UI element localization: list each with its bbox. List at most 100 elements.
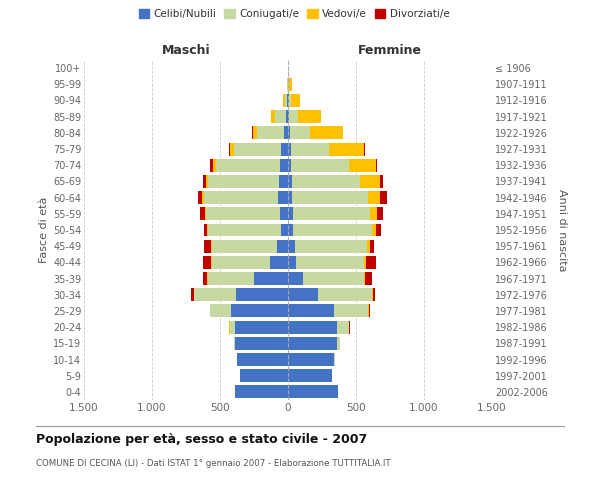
Bar <box>237 353 288 366</box>
Bar <box>277 240 288 252</box>
Bar <box>254 272 288 285</box>
Bar <box>212 159 216 172</box>
Bar <box>197 191 202 204</box>
Bar <box>288 142 291 156</box>
Bar <box>368 191 380 204</box>
Bar <box>288 240 295 252</box>
Bar <box>203 256 211 269</box>
Bar <box>205 240 211 252</box>
Bar <box>203 191 278 204</box>
Bar <box>211 304 231 318</box>
Bar <box>376 159 377 172</box>
Bar <box>288 256 296 269</box>
Bar <box>288 191 292 204</box>
Bar <box>216 159 280 172</box>
Bar <box>208 224 281 236</box>
Bar <box>380 175 383 188</box>
Bar <box>295 240 367 252</box>
Bar <box>367 240 370 252</box>
Bar <box>208 272 254 285</box>
Bar <box>212 240 277 252</box>
Bar <box>292 175 360 188</box>
Bar <box>288 78 289 91</box>
Bar <box>291 142 329 156</box>
Bar <box>206 175 208 188</box>
Bar <box>200 208 205 220</box>
Bar <box>271 256 288 269</box>
Bar <box>287 78 288 91</box>
Bar <box>364 272 365 285</box>
Bar <box>293 224 373 236</box>
Bar <box>229 142 230 156</box>
Legend: Celibi/Nubili, Coniugati/e, Vedovi/e, Divorziati/e: Celibi/Nubili, Coniugati/e, Vedovi/e, Di… <box>134 5 454 24</box>
Bar <box>288 94 289 107</box>
Bar <box>288 337 337 350</box>
Bar <box>211 240 212 252</box>
Bar <box>373 224 376 236</box>
Bar <box>364 256 365 269</box>
Bar <box>360 175 380 188</box>
Bar <box>283 94 284 107</box>
Bar <box>337 320 349 334</box>
Bar <box>208 175 279 188</box>
Bar <box>290 126 310 140</box>
Bar <box>205 208 206 220</box>
Bar <box>292 159 349 172</box>
Bar <box>365 256 376 269</box>
Bar <box>288 126 290 140</box>
Bar <box>289 78 292 91</box>
Bar <box>287 94 288 107</box>
Bar <box>235 320 288 334</box>
Bar <box>337 337 340 350</box>
Text: Femmine: Femmine <box>358 44 422 57</box>
Bar <box>370 208 377 220</box>
Bar <box>236 288 288 301</box>
Bar <box>281 224 288 236</box>
Bar <box>370 240 374 252</box>
Bar <box>281 142 288 156</box>
Bar <box>349 159 376 172</box>
Bar <box>284 126 288 140</box>
Text: Popolazione per età, sesso e stato civile - 2007: Popolazione per età, sesso e stato civil… <box>36 432 367 446</box>
Bar <box>206 208 280 220</box>
Bar <box>365 272 371 285</box>
Bar <box>293 208 370 220</box>
Text: Maschi: Maschi <box>161 44 211 57</box>
Bar <box>191 288 194 301</box>
Bar <box>235 337 288 350</box>
Bar <box>289 110 298 123</box>
Bar <box>288 304 334 318</box>
Bar <box>376 224 381 236</box>
Y-axis label: Anni di nascita: Anni di nascita <box>557 188 567 271</box>
Text: COMUNE DI CECINA (LI) - Dati ISTAT 1° gennaio 2007 - Elaborazione TUTTITALIA.IT: COMUNE DI CECINA (LI) - Dati ISTAT 1° ge… <box>36 459 391 468</box>
Bar <box>329 142 364 156</box>
Bar <box>368 304 370 318</box>
Bar <box>209 304 210 318</box>
Bar <box>291 94 300 107</box>
Bar <box>318 288 373 301</box>
Bar <box>233 337 235 350</box>
Bar <box>253 126 257 140</box>
Bar <box>288 272 303 285</box>
Bar <box>257 126 284 140</box>
Bar <box>231 304 288 318</box>
Bar <box>203 175 206 188</box>
Bar <box>310 126 343 140</box>
Bar <box>280 159 288 172</box>
Bar <box>377 208 383 220</box>
Bar <box>288 175 292 188</box>
Bar <box>289 94 291 107</box>
Bar <box>292 191 368 204</box>
Bar <box>288 159 292 172</box>
Bar <box>288 386 338 398</box>
Bar <box>288 110 289 123</box>
Bar <box>280 208 288 220</box>
Bar <box>303 272 364 285</box>
Bar <box>296 256 364 269</box>
Bar <box>334 304 368 318</box>
Bar <box>230 320 235 334</box>
Bar <box>271 110 275 123</box>
Bar <box>279 175 288 188</box>
Bar <box>275 110 286 123</box>
Bar <box>334 353 335 366</box>
